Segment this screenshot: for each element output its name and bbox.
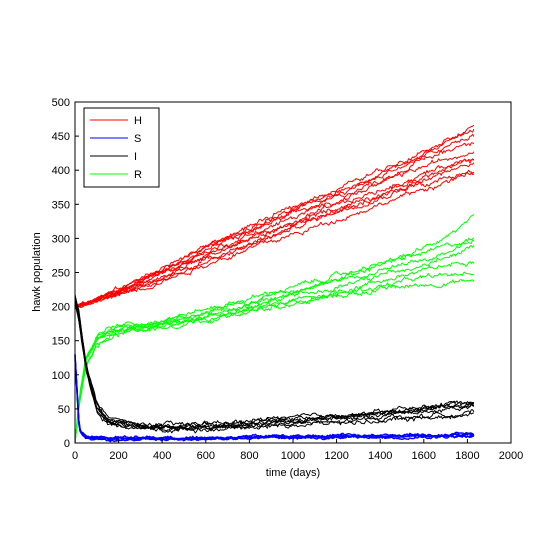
legend-label-S: S [134,133,141,145]
x-tick-label: 200 [109,450,127,462]
series-H-run-6 [74,158,475,308]
series-R-run-6 [74,237,475,444]
y-axis-title: hawk population [31,232,43,312]
series-S-run-4 [74,359,475,443]
series-S-run-5 [74,354,475,442]
series-H-run-9 [74,128,475,308]
series-I-run-5 [74,294,475,429]
legend-label-R: R [134,169,142,181]
y-tick-label: 500 [52,97,70,109]
series-I-run-7 [74,297,475,431]
y-tick-label: 200 [52,302,70,314]
series-H-run-7 [74,124,475,308]
x-tick-label: 0 [72,450,78,462]
x-tick-label: 1200 [324,450,348,462]
x-tick-label: 1400 [368,450,392,462]
series-I-run-6 [74,300,474,434]
x-tick-label: 400 [153,450,171,462]
x-tick-label: 600 [197,450,215,462]
x-tick-label: 1000 [281,450,305,462]
y-tick-label: 50 [58,404,70,416]
y-tick-label: 100 [52,370,70,382]
series-R-run-7 [74,271,475,444]
series-H-run-10 [74,172,475,308]
plot-lines [74,124,475,444]
y-tick-label: 400 [52,165,70,177]
x-axis: 0 200 400 600 800 1000 1200 1400 1600 1800 2000 [72,439,523,462]
x-axis-title: time (days) [266,467,320,479]
x-tick-label: 2000 [499,450,523,462]
y-axis: 0 50 100 150 200 250 300 350 400 450 500 [52,97,79,450]
y-tick-label: 0 [64,438,70,450]
series-H-run-5 [74,133,475,308]
series-R-run-5 [74,261,475,444]
y-tick-label: 350 [52,199,70,211]
series-R-run-2 [74,239,475,444]
x-tick-label: 800 [240,450,258,462]
legend-label-H: H [134,115,142,127]
series-R-run-1 [74,244,475,444]
legend-label-I: I [134,151,137,163]
y-tick-label: 150 [52,336,70,348]
y-tick-label: 250 [52,268,70,280]
y-tick-label: 300 [52,233,70,245]
series-I-run-3 [74,303,475,432]
x-tick-label: 1800 [455,450,479,462]
series-H-run-4 [74,162,475,308]
y-tick-label: 450 [52,131,70,143]
x-tick-label: 1600 [412,450,436,462]
series-H-run-8 [74,169,475,308]
